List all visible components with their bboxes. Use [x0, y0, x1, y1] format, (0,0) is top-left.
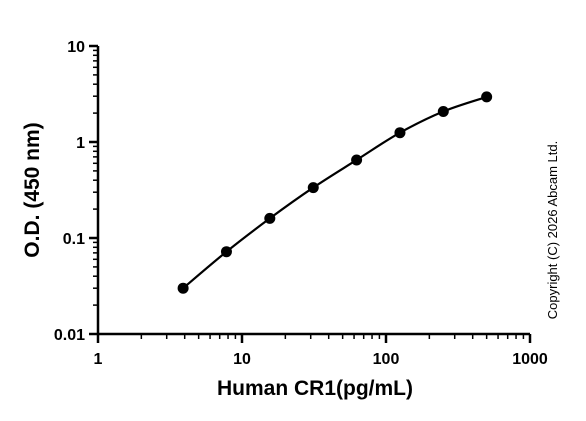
- data-point: [264, 212, 276, 224]
- y-axis-label: O.D. (450 nm): [21, 122, 44, 257]
- fit-curve: [182, 95, 488, 290]
- x-tick-label: 1000: [512, 351, 548, 368]
- y-tick-label: 1: [76, 135, 85, 152]
- data-point: [351, 154, 363, 166]
- data-points: [177, 91, 493, 294]
- y-axis-ticks: 0.01 0.1 1 10: [54, 39, 98, 344]
- data-point: [307, 182, 319, 194]
- x-tick-label: 10: [233, 351, 251, 368]
- y-tick-label: 0.01: [54, 327, 85, 344]
- x-axis-label: Human CR1(pg/mL): [217, 377, 413, 400]
- data-point: [437, 105, 449, 117]
- copyright-notice: Copyright (C) 2026 Abcam Ltd.: [545, 141, 560, 319]
- x-tick-label: 1: [94, 351, 103, 368]
- fit-curve-path: [182, 95, 488, 290]
- data-point: [220, 246, 232, 258]
- data-point: [394, 127, 406, 139]
- x-axis-ticks: 1 10 100 1000: [94, 334, 548, 368]
- data-point: [177, 282, 189, 294]
- data-point: [481, 91, 493, 103]
- y-tick-label: 10: [67, 39, 85, 56]
- y-tick-label: 0.1: [63, 231, 85, 248]
- x-tick-label: 100: [373, 351, 400, 368]
- axes: [96, 46, 530, 336]
